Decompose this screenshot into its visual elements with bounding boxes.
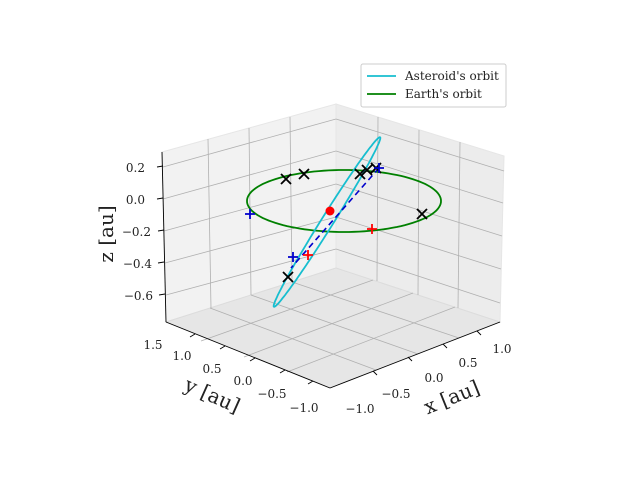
x-tick-mark: [407, 356, 413, 362]
x-marker: [282, 271, 294, 283]
blue-plus-marker: [374, 163, 384, 173]
x-tick-label: −0.5: [381, 387, 410, 401]
x-tick-mark: [476, 330, 482, 336]
y-tick-label: 0.5: [202, 362, 221, 376]
red-plus-marker: [367, 224, 377, 234]
plot-marks: [245, 136, 442, 308]
z-axis-label: z [au]: [94, 205, 118, 262]
dashed-line: [290, 167, 380, 269]
x-tick-mark: [372, 370, 378, 376]
z-axis-line: [161, 151, 167, 323]
z-tick-mark: [156, 165, 164, 168]
z-tick-mark: [158, 293, 166, 296]
x-marker: [280, 173, 292, 185]
red-plus-marker: [303, 250, 313, 260]
y-tick-label: 1.0: [172, 349, 191, 363]
earth-orbit-line: [246, 169, 442, 233]
x-marker: [361, 164, 373, 176]
blue-plus-marker: [245, 209, 255, 219]
y-tick-mark: [279, 369, 286, 374]
z-tick-mark: [157, 229, 165, 232]
y-tick-label: 0.0: [233, 374, 252, 388]
y-tick-label: −1.0: [289, 401, 318, 415]
legend-label-earth: Earth's orbit: [405, 87, 482, 101]
blue-plus-marker: [288, 252, 298, 262]
y-tick-mark: [219, 345, 226, 350]
y-tick-label: 1.5: [143, 338, 162, 352]
x-tick-label: 0.0: [424, 371, 443, 385]
legend-label-asteroid: Asteroid's orbit: [404, 69, 499, 83]
y-axis-line: [165, 321, 331, 389]
legend-box: [360, 63, 507, 108]
x-tick-label: 1.0: [492, 342, 511, 356]
z-tick-label: 0.2: [126, 161, 145, 175]
asteroid-orbit-line: [272, 136, 382, 308]
y-tick-mark: [307, 380, 314, 385]
x-axis-line: [329, 321, 501, 389]
x-tick-label: 0.5: [458, 356, 477, 370]
x-marker: [416, 208, 428, 220]
legend: Asteroid's orbit Earth's orbit: [360, 63, 507, 108]
x-tick-mark: [442, 343, 448, 349]
z-tick-label: −0.2: [122, 225, 151, 239]
z-tick-label: −0.4: [123, 257, 153, 271]
y-tick-mark: [189, 333, 196, 338]
x-marker: [354, 168, 366, 180]
center-dot: [325, 206, 335, 216]
x-marker: [298, 168, 310, 180]
x-tick-label: −1.0: [345, 402, 374, 416]
y-tick-mark: [249, 357, 256, 362]
grid: [162, 116, 505, 373]
z-tick-mark: [156, 197, 164, 200]
y-tick-label: −0.5: [257, 387, 286, 401]
z-tick-label: 0.0: [126, 193, 145, 207]
z-tick-label: −0.6: [124, 289, 153, 303]
z-tick-mark: [157, 261, 165, 264]
